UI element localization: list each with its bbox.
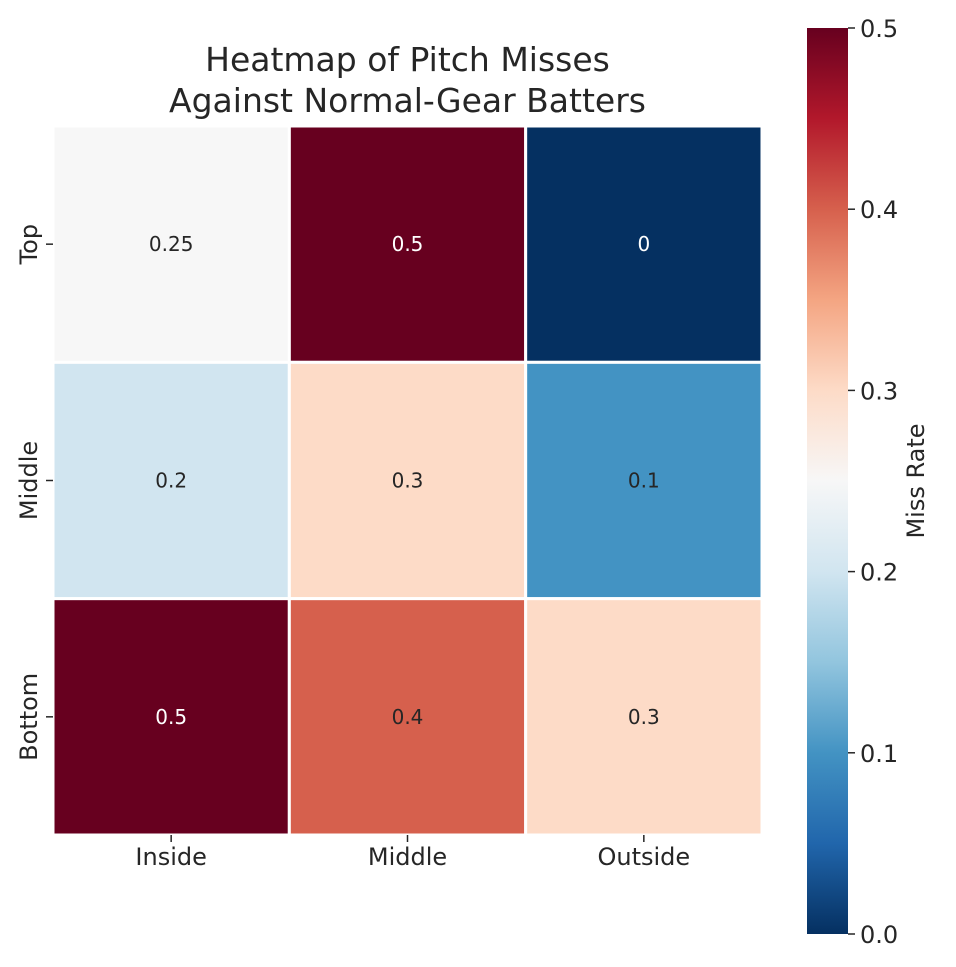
heatmap-cell-r2-c0 [51,597,291,837]
y-tick-label-2: Bottom [15,673,43,761]
colorbar-tick-label-5: 0.5 [860,15,898,43]
colorbar-tick-label-3: 0.3 [860,377,898,405]
chart-title-line-2: Against Normal-Gear Batters [169,81,646,120]
cell-label-r2-c0: 0.5 [155,705,187,729]
x-tick-label-0: Inside [135,843,206,871]
y-tick-label-1: Middle [15,441,43,520]
heatmap-cells [51,124,764,837]
colorbar-tick-label-0: 0.0 [860,921,898,949]
cell-label-r2-c2: 0.3 [628,705,660,729]
heatmap-cell-r1-c1 [287,360,528,601]
y-axis: Top Middle Bottom [15,224,53,761]
cell-label-r1-c2: 0.1 [628,469,660,493]
heatmap-cell-r1-c2 [524,360,764,601]
colorbar-tick-label-2: 0.2 [860,559,898,587]
heatmap-cell-r2-c1 [287,597,528,837]
heatmap-cell-labels: 0.25 0.5 0 0.2 0.3 0.1 0.5 0.4 0.3 [149,232,660,729]
x-tick-label-1: Middle [368,843,447,871]
cell-label-r0-c2: 0 [637,232,650,256]
cell-label-r0-c0: 0.25 [149,232,194,256]
x-axis: Inside Middle Outside [135,835,690,871]
colorbar-ticks: 0.0 0.1 0.2 0.3 0.4 0.5 [848,15,898,949]
cell-label-r0-c1: 0.5 [392,232,424,256]
colorbar-label: Miss Rate [902,423,930,538]
heatmap-cell-r1-c0 [51,360,291,601]
chart-title-line-1: Heatmap of Pitch Misses [205,40,610,79]
colorbar-tick-label-4: 0.4 [860,196,898,224]
heatmap-cell-r0-c2 [524,124,764,364]
x-tick-label-2: Outside [597,843,690,871]
cell-label-r2-c1: 0.4 [392,705,424,729]
colorbar-tick-label-1: 0.1 [860,740,898,768]
colorbar [807,28,848,934]
cell-label-r1-c0: 0.2 [155,469,187,493]
y-tick-label-0: Top [15,224,43,266]
cell-label-r1-c1: 0.3 [392,469,424,493]
